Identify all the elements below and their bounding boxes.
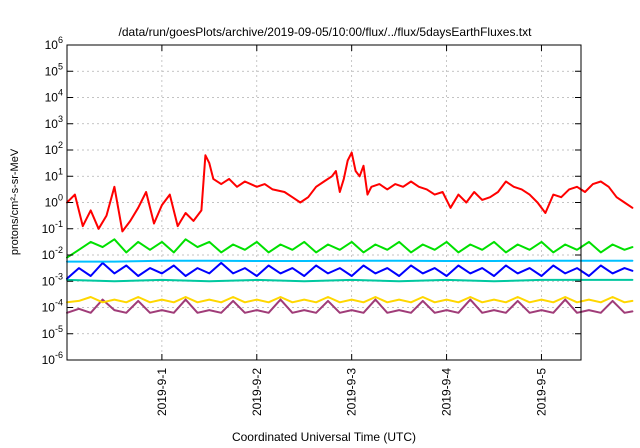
series-line [66,278,634,283]
axis-ticks [67,44,581,361]
x-tick-label: 2019-9-5 [534,368,548,416]
y-tick-label: 10-1 [42,219,63,236]
y-tick-label: 10-3 [42,271,63,288]
y-tick-label: 10-6 [42,350,63,367]
y-tick-labels: 10-6 10-5 10-4 10-3 10-2 10-1 100 101 102 103 104 1… [42,35,63,367]
series-line [66,238,634,259]
series-line [66,296,634,304]
y-tick-label: 103 [45,114,63,131]
series-line [66,261,634,280]
y-tick-label: 10-4 [42,298,63,315]
x-tick-label: 2019-9-1 [155,368,169,416]
x-tick-label: 2019-9-4 [440,368,454,416]
x-tick-label: 2019-9-3 [345,368,359,416]
y-tick-label: 10-2 [42,245,63,262]
y-tick-label: 106 [45,35,63,52]
x-axis-label: Coordinated Universal Time (UTC) [232,430,416,444]
series-line [66,259,634,263]
series-layer [66,151,634,314]
y-tick-label: 105 [45,61,63,78]
chart-title: /data/run/goesPlots/archive/2019-09-05/1… [119,25,533,39]
y-tick-label: 100 [45,193,63,210]
y-tick-label: 104 [45,88,63,105]
y-tick-label: 101 [45,166,63,183]
y-tick-label: 102 [45,140,63,157]
y-axis-label: protons/cm²-s-sr-MeV [9,148,21,255]
series-line [66,151,634,233]
y-tick-label: 10-5 [42,324,63,341]
x-tick-labels: 2019-9-1 2019-9-2 2019-9-3 2019-9-4 2019-9-5 [155,368,549,416]
grid-lines [67,45,581,360]
series-line [66,298,634,314]
x-tick-label: 2019-9-2 [250,368,264,416]
